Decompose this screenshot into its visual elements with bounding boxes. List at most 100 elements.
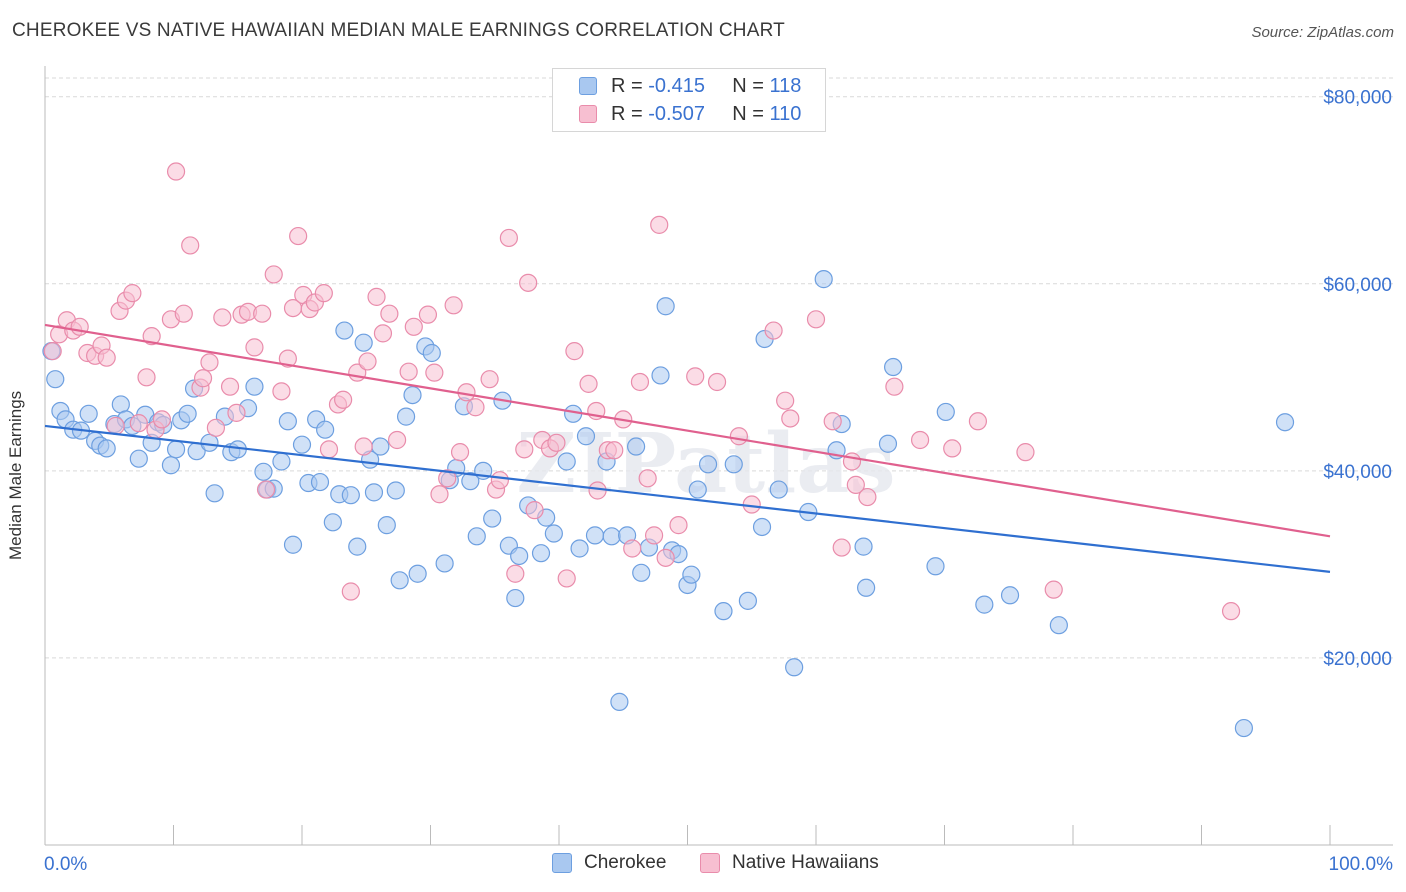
data-point-cherokee — [724, 455, 743, 474]
data-point-native-hawaiians — [630, 372, 650, 392]
data-point-native-hawaiians — [686, 367, 705, 386]
bottom-legend-label-cherokee: Cherokee — [584, 852, 667, 873]
data-point-cherokee — [557, 452, 576, 471]
data-point-cherokee — [390, 571, 409, 590]
data-point-native-hawaiians — [97, 348, 116, 367]
data-point-native-hawaiians — [174, 304, 193, 323]
data-point-cherokee — [396, 407, 416, 426]
data-point-cherokee — [178, 404, 197, 423]
data-point-native-hawaiians — [466, 398, 485, 417]
data-point-native-hawaiians — [319, 440, 339, 459]
data-point-native-hawaiians — [656, 548, 675, 567]
data-point-native-hawaiians — [515, 440, 534, 459]
data-point-native-hawaiians — [650, 215, 669, 234]
data-point-cherokee — [403, 385, 422, 405]
data-point-native-hawaiians — [943, 439, 962, 458]
legend-n-label: N = — [732, 102, 770, 125]
data-point-native-hawaiians — [1044, 580, 1063, 599]
data-point-cherokee — [272, 452, 291, 471]
data-point-native-hawaiians — [206, 418, 226, 437]
data-point-native-hawaiians — [557, 569, 576, 588]
data-point-native-hawaiians — [444, 296, 463, 315]
data-point-native-hawaiians — [314, 284, 333, 303]
correlation-legend: R = -0.415 N = 118 R = -0.507 N = 110 — [552, 68, 826, 132]
legend-row-cherokee: R = -0.415 N = 118 — [553, 72, 801, 100]
data-point-cherokee — [926, 557, 945, 576]
data-point-cherokee — [506, 588, 525, 608]
data-point-native-hawaiians — [341, 582, 360, 601]
data-point-native-hawaiians — [404, 317, 423, 336]
data-point-native-hawaiians — [499, 228, 518, 248]
y-tick-label: $80,000 — [1323, 88, 1392, 109]
chart-title: CHEROKEE VS NATIVE HAWAIIAN MEDIAN MALE … — [12, 20, 785, 41]
data-point-native-hawaiians — [910, 430, 930, 450]
data-point-cherokee — [785, 658, 804, 677]
data-point-cherokee — [278, 412, 297, 431]
data-point-native-hawaiians — [968, 412, 988, 431]
data-point-native-hawaiians — [367, 287, 386, 306]
trend-line-native-hawaiians — [44, 323, 1331, 538]
data-point-native-hawaiians — [846, 475, 865, 494]
data-point-native-hawaiians — [669, 516, 688, 535]
data-point-native-hawaiians — [181, 236, 200, 255]
legend-r-value: -0.507 — [648, 102, 705, 125]
data-point-cherokee — [769, 480, 788, 499]
data-point-native-hawaiians — [220, 377, 240, 396]
data-point-cherokee — [738, 591, 757, 610]
data-point-cherokee — [422, 343, 441, 363]
data-point-cherokee — [656, 297, 675, 316]
data-point-native-hawaiians — [166, 162, 186, 181]
data-point-cherokee — [1000, 586, 1020, 605]
data-point-native-hawaiians — [43, 342, 62, 361]
legend-n-label: N = — [732, 74, 770, 97]
data-point-cherokee — [510, 546, 529, 566]
data-point-native-hawaiians — [832, 538, 851, 557]
data-point-native-hawaiians — [806, 310, 826, 329]
data-point-native-hawaiians — [579, 374, 598, 393]
data-point-native-hawaiians — [519, 273, 538, 292]
data-point-cherokee — [610, 692, 629, 711]
data-point-cherokee — [97, 439, 116, 458]
data-point-native-hawaiians — [200, 353, 219, 372]
data-point-cherokee — [348, 537, 367, 556]
data-point-native-hawaiians — [387, 430, 407, 450]
data-point-cherokee — [626, 437, 646, 456]
data-point-native-hawaiians — [354, 437, 373, 456]
data-point-cherokee — [1049, 616, 1068, 635]
data-point-cherokee — [688, 480, 707, 499]
data-point-cherokee — [975, 595, 994, 614]
data-point-native-hawaiians — [430, 485, 449, 504]
data-point-cherokee — [79, 404, 98, 423]
data-point-cherokee — [714, 602, 733, 621]
data-point-native-hawaiians — [418, 305, 438, 324]
data-point-native-hawaiians — [152, 410, 172, 429]
data-point-cherokee — [377, 516, 396, 535]
data-point-cherokee — [245, 377, 264, 396]
data-point-native-hawaiians — [106, 416, 125, 436]
data-point-native-hawaiians — [525, 501, 544, 520]
data-point-native-hawaiians — [380, 304, 399, 323]
legend-swatch-cherokee — [579, 77, 597, 95]
data-point-cherokee — [205, 484, 224, 503]
data-point-native-hawaiians — [707, 372, 727, 392]
bottom-legend-native-hawaiians: Native Hawaiians — [700, 852, 879, 874]
y-axis-label: Median Male Earnings — [6, 390, 25, 560]
data-point-native-hawaiians — [245, 338, 264, 357]
data-point-cherokee — [682, 565, 701, 584]
y-tick-label: $20,000 — [1323, 649, 1392, 670]
data-point-cherokee — [408, 564, 427, 583]
data-point-cherokee — [1234, 718, 1254, 738]
data-point-cherokee — [531, 544, 551, 563]
data-point-native-hawaiians — [1221, 602, 1241, 621]
bottom-legend-swatch-cherokee — [552, 853, 572, 873]
data-point-cherokee — [878, 434, 898, 453]
data-point-native-hawaiians — [776, 391, 795, 410]
data-point-cherokee — [883, 357, 903, 377]
data-point-native-hawaiians — [289, 226, 308, 246]
data-point-native-hawaiians — [129, 414, 148, 433]
data-point-native-hawaiians — [858, 487, 877, 507]
legend-r-label: R = — [611, 102, 649, 125]
data-point-native-hawaiians — [842, 452, 862, 471]
data-point-native-hawaiians — [638, 469, 657, 488]
